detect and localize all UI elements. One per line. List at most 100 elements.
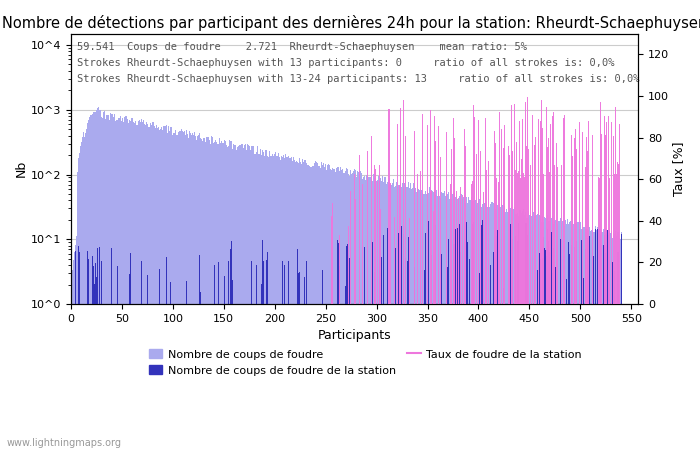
- Bar: [282, 261, 284, 450]
- Bar: [110, 112, 111, 450]
- Bar: [490, 265, 491, 450]
- Bar: [299, 272, 300, 450]
- Bar: [526, 223, 527, 450]
- Bar: [86, 129, 87, 450]
- Bar: [149, 127, 150, 450]
- Bar: [332, 168, 333, 450]
- Bar: [590, 231, 591, 450]
- Bar: [166, 257, 167, 450]
- Bar: [75, 245, 76, 450]
- Bar: [494, 204, 496, 450]
- Bar: [359, 174, 360, 450]
- Bar: [598, 230, 599, 450]
- Bar: [356, 177, 357, 450]
- Bar: [237, 146, 239, 450]
- Bar: [601, 232, 602, 450]
- Bar: [522, 212, 523, 450]
- Bar: [337, 167, 338, 450]
- Bar: [471, 197, 472, 450]
- Bar: [153, 122, 154, 450]
- Bar: [101, 261, 102, 450]
- Bar: [243, 148, 244, 450]
- Bar: [561, 223, 563, 450]
- Bar: [106, 115, 107, 450]
- Bar: [250, 150, 251, 450]
- Bar: [525, 223, 526, 450]
- Bar: [468, 197, 469, 450]
- Bar: [307, 165, 308, 450]
- Bar: [402, 234, 404, 450]
- Bar: [239, 145, 241, 450]
- Bar: [279, 157, 280, 450]
- Bar: [214, 265, 215, 450]
- Bar: [251, 146, 252, 450]
- Bar: [269, 151, 270, 450]
- Bar: [440, 198, 441, 450]
- Bar: [351, 173, 353, 450]
- Bar: [301, 164, 302, 450]
- Bar: [217, 144, 218, 450]
- Bar: [460, 196, 461, 450]
- Bar: [354, 169, 355, 450]
- Bar: [194, 132, 195, 450]
- Bar: [159, 269, 160, 450]
- Bar: [315, 161, 316, 450]
- Bar: [187, 134, 188, 450]
- Bar: [537, 270, 538, 450]
- Bar: [168, 126, 169, 450]
- Bar: [467, 202, 468, 450]
- Bar: [304, 160, 306, 450]
- Bar: [262, 150, 263, 450]
- Bar: [534, 216, 535, 450]
- Bar: [209, 140, 210, 450]
- Bar: [230, 249, 232, 450]
- Bar: [538, 220, 539, 450]
- Bar: [226, 145, 228, 450]
- Text: 59.541  Coups de foudre    2.721  Rheurdt-Schaephuysen    mean ratio: 5%: 59.541 Coups de foudre 2.721 Rheurdt-Sch…: [77, 42, 526, 52]
- Bar: [441, 193, 442, 450]
- Bar: [447, 194, 449, 450]
- Bar: [181, 131, 183, 450]
- Bar: [267, 252, 268, 450]
- Bar: [201, 139, 202, 450]
- Bar: [563, 220, 564, 450]
- Bar: [404, 183, 405, 450]
- Bar: [494, 270, 496, 450]
- Bar: [594, 232, 595, 450]
- Bar: [297, 162, 298, 450]
- Bar: [564, 220, 566, 450]
- Bar: [224, 140, 225, 450]
- Bar: [322, 165, 323, 450]
- Bar: [271, 156, 272, 450]
- Bar: [527, 217, 528, 450]
- Bar: [221, 141, 223, 450]
- Bar: [286, 158, 288, 450]
- Bar: [489, 207, 490, 450]
- Bar: [541, 221, 542, 450]
- Bar: [113, 117, 114, 450]
- Bar: [260, 149, 261, 450]
- Bar: [98, 107, 99, 450]
- Bar: [612, 262, 613, 450]
- Bar: [248, 146, 250, 450]
- Bar: [415, 188, 416, 450]
- Bar: [480, 206, 481, 450]
- Bar: [146, 122, 147, 450]
- Bar: [346, 169, 348, 450]
- Bar: [258, 153, 259, 450]
- Bar: [329, 165, 330, 450]
- Bar: [488, 207, 489, 450]
- Bar: [138, 121, 139, 450]
- Bar: [84, 137, 85, 450]
- Bar: [130, 252, 131, 450]
- Y-axis label: Taux [%]: Taux [%]: [672, 142, 685, 196]
- Bar: [107, 115, 108, 450]
- Bar: [497, 205, 498, 450]
- Bar: [256, 152, 257, 450]
- Bar: [111, 114, 112, 450]
- Bar: [554, 220, 555, 450]
- Bar: [523, 209, 524, 450]
- Bar: [481, 207, 482, 450]
- Bar: [116, 120, 118, 450]
- Bar: [185, 135, 186, 450]
